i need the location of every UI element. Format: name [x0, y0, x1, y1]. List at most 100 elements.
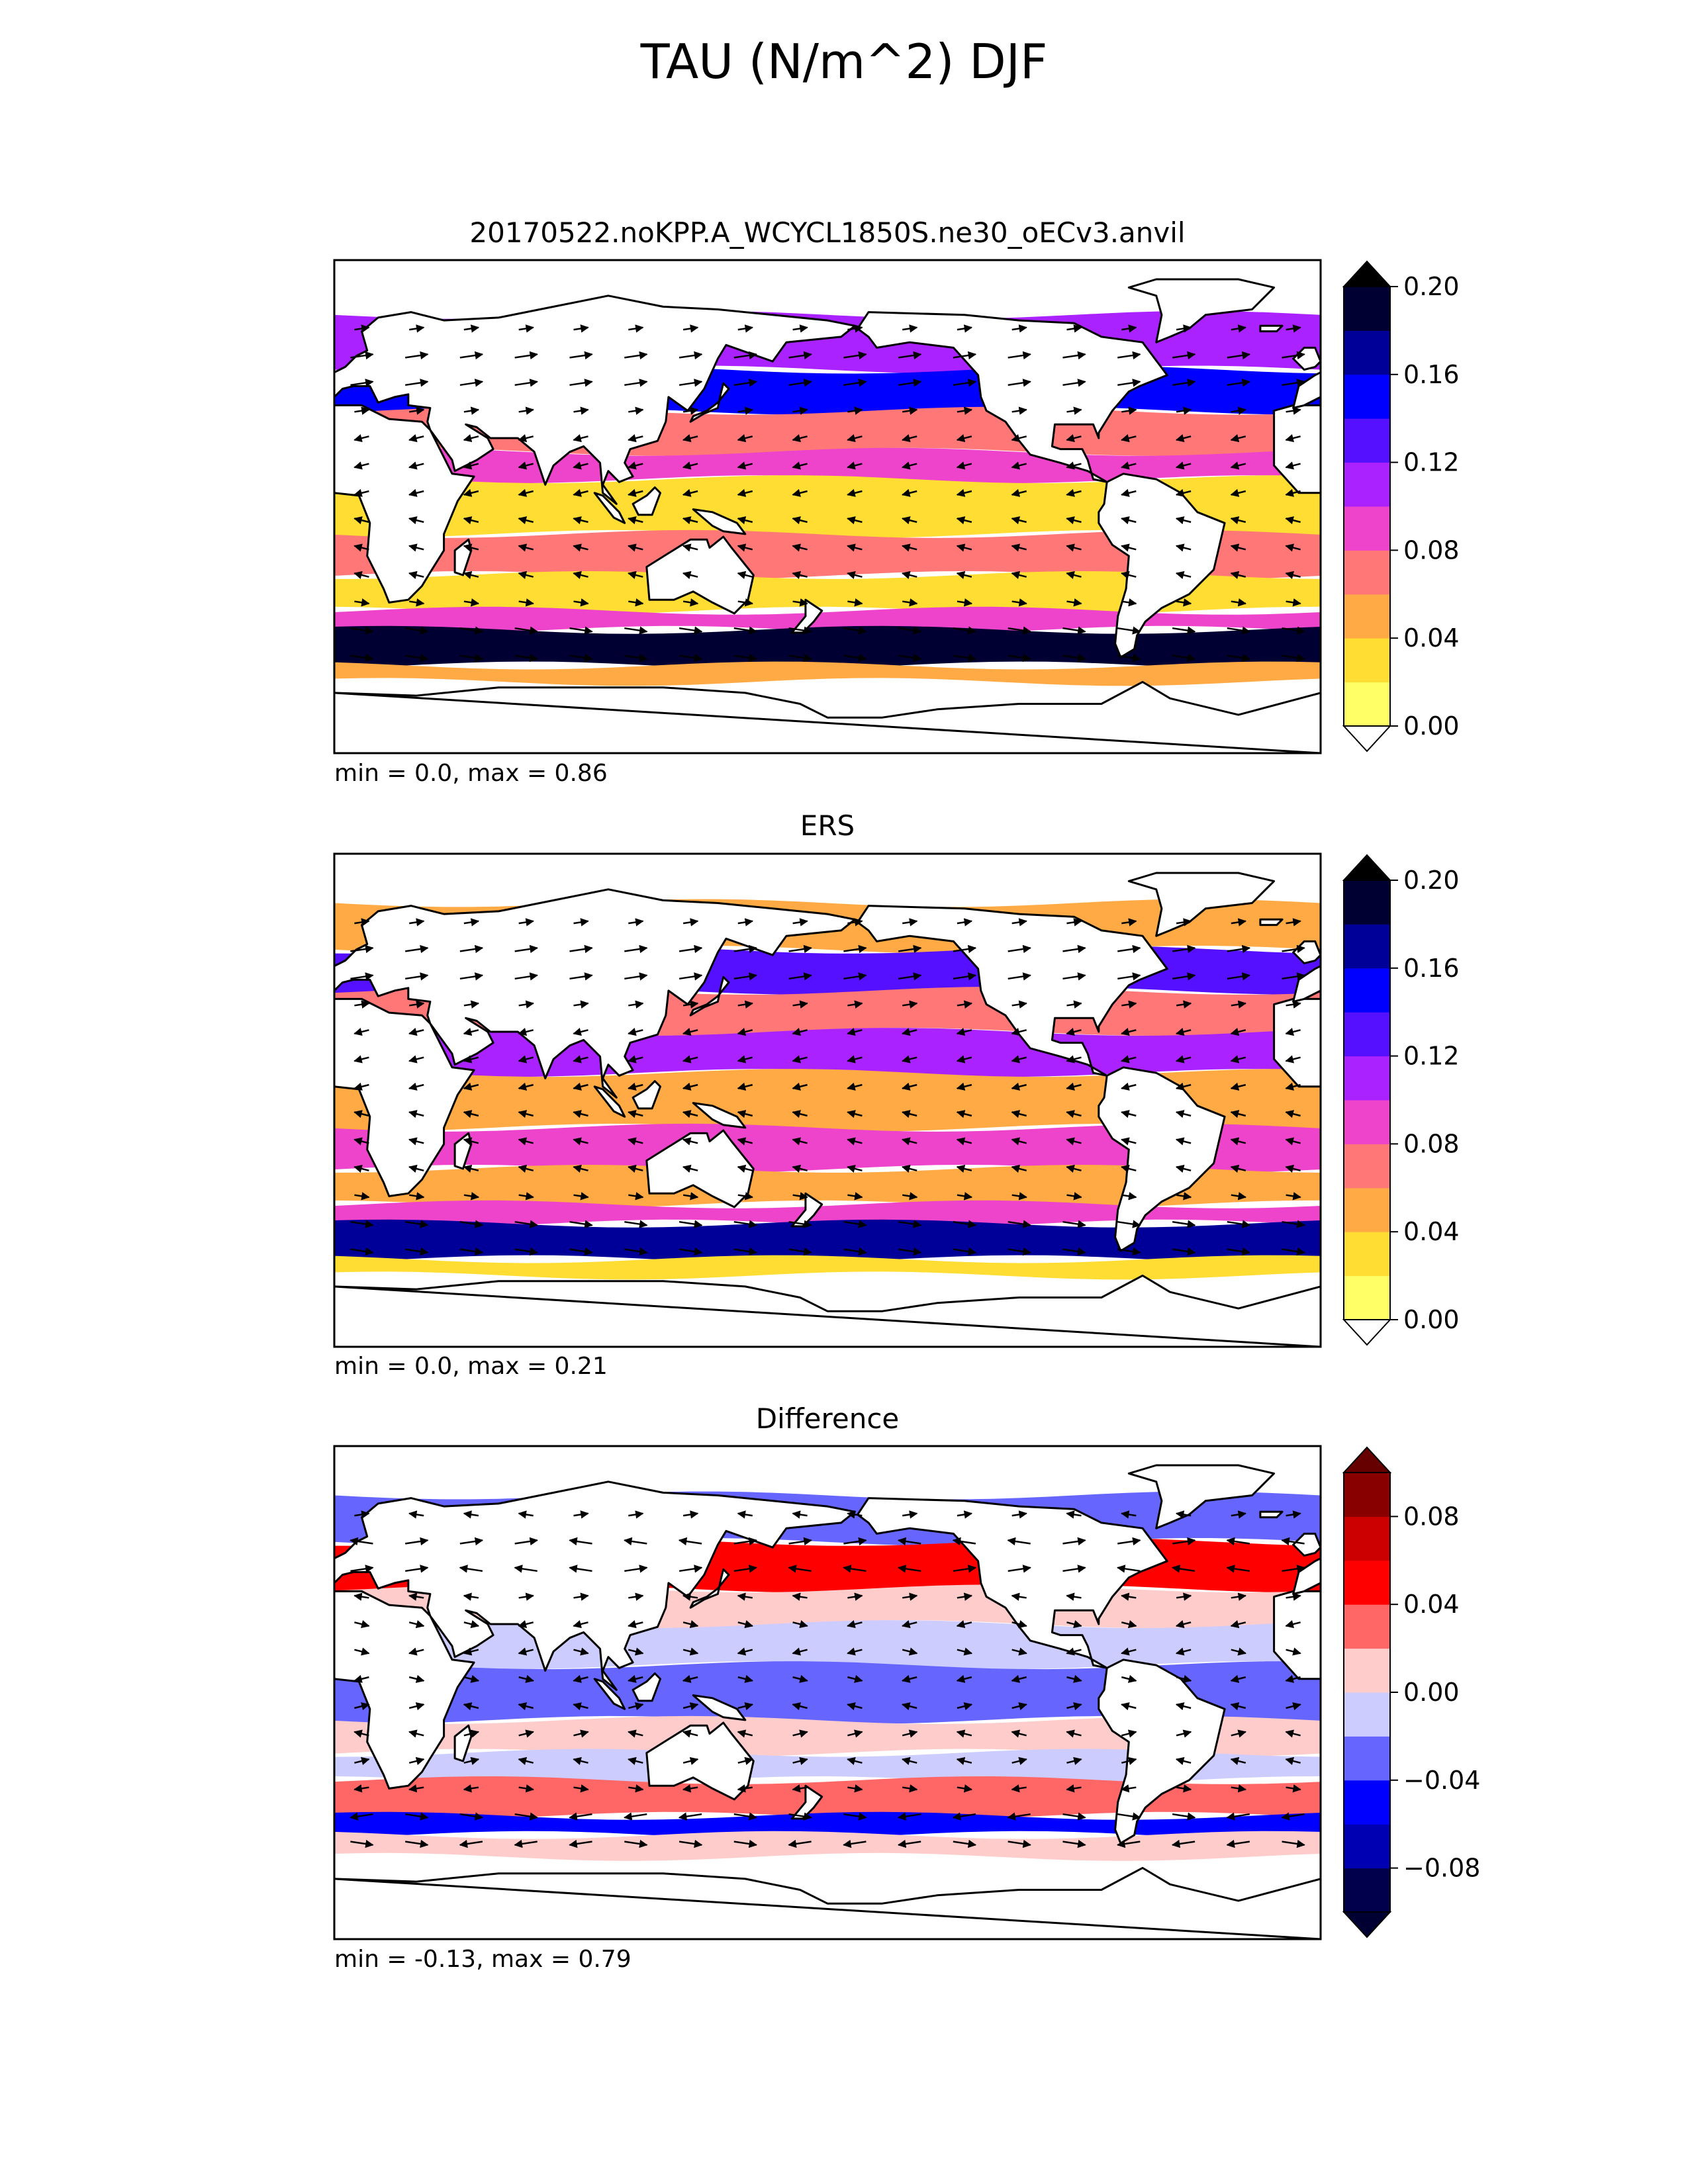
colorbar-segment: [1344, 924, 1390, 969]
panel-diff-vectors: [350, 1510, 1305, 1848]
colorbar-segment: [1344, 1187, 1390, 1232]
wind-vector: [1011, 1055, 1027, 1064]
wind-vector: [1008, 379, 1031, 387]
land-mass: [857, 905, 1168, 1077]
wind-vector: [569, 351, 593, 360]
wind-vector: [682, 1620, 699, 1629]
wind-vector: [408, 543, 424, 552]
wind-vector: [792, 324, 808, 333]
wind-vector: [459, 379, 484, 387]
wind-vector: [956, 1674, 972, 1683]
wind-vector: [409, 324, 425, 333]
wind-vector: [1121, 434, 1137, 443]
land-mass: [113, 474, 238, 657]
wind-vector: [569, 653, 593, 662]
colorbar-segment: [1344, 1144, 1390, 1189]
wind-vector: [679, 944, 703, 954]
wind-vector: [1230, 1164, 1246, 1173]
wind-vector: [847, 1192, 863, 1201]
panel-obs-land: [334, 872, 1688, 1347]
wind-vector: [901, 1055, 917, 1064]
wind-vector: [682, 1729, 698, 1738]
wind-vector: [409, 1000, 425, 1009]
wind-vector: [1062, 1839, 1086, 1848]
wind-vector: [956, 570, 972, 579]
wind-vector: [459, 1220, 484, 1228]
wind-vector: [1066, 1192, 1082, 1201]
colorbar-tick-label: 0.00: [1403, 1305, 1460, 1334]
wind-vector: [1117, 379, 1141, 387]
wind-vector: [624, 653, 648, 662]
panel-diff-land: [334, 1464, 1688, 1939]
wind-vector: [847, 1137, 863, 1146]
wind-vector: [847, 1028, 863, 1036]
colorbar-tick-label: 0.16: [1403, 954, 1460, 983]
wind-vector: [1121, 1000, 1137, 1009]
wind-vector: [353, 1055, 369, 1064]
wind-vector: [1066, 1702, 1082, 1711]
wind-vector: [1117, 1220, 1141, 1228]
wind-vector: [1066, 461, 1082, 470]
panel-model: 20170522.noKPP.A_WCYCL1850S.ne30_oECv3.a…: [113, 216, 1460, 787]
wind-vector: [902, 324, 918, 333]
land-mass: [1679, 1103, 1688, 1128]
colorbar-segment: [1344, 1780, 1390, 1825]
wind-vector: [408, 461, 424, 470]
wind-vector: [957, 1647, 973, 1656]
wind-vector: [518, 406, 534, 415]
wind-vector: [518, 1028, 534, 1036]
wind-vector: [1230, 434, 1246, 443]
wind-vector: [1282, 1839, 1305, 1848]
wind-vector: [353, 1137, 369, 1146]
wind-vector: [1066, 516, 1082, 525]
wind-vector: [628, 1592, 644, 1601]
wind-vector: [897, 1537, 921, 1546]
wind-vector: [682, 1756, 699, 1765]
wind-vector: [353, 1784, 369, 1793]
wind-vector: [956, 1055, 972, 1064]
wind-vector: [463, 1702, 479, 1711]
wind-vector: [792, 1164, 808, 1173]
wind-vector: [569, 1812, 592, 1821]
wind-vector: [405, 1565, 429, 1573]
wind-vector: [1171, 1565, 1196, 1573]
wind-vector: [408, 1082, 424, 1091]
wind-vector: [628, 434, 643, 443]
wind-vector: [1011, 543, 1027, 552]
wind-vector: [1176, 406, 1192, 415]
wind-vector: [405, 1247, 429, 1256]
wind-vector: [788, 379, 812, 387]
land-mass: [334, 888, 856, 1099]
wind-vector: [573, 1028, 588, 1036]
wind-vector: [514, 1247, 538, 1256]
wind-vector: [350, 379, 374, 387]
wind-vector: [628, 1647, 644, 1656]
wind-vector: [1176, 1674, 1192, 1683]
wind-vector: [354, 1756, 370, 1765]
wind-vector: [1066, 1510, 1082, 1519]
wind-vector: [628, 1055, 643, 1064]
wind-vector: [624, 351, 648, 360]
wind-vector: [573, 1674, 588, 1683]
wind-vector: [1011, 598, 1027, 607]
land-mass: [1633, 1130, 1688, 1207]
wind-vector: [514, 1565, 538, 1573]
wind-vector: [463, 1110, 479, 1118]
wind-vector: [1286, 598, 1301, 607]
wind-vector: [733, 972, 758, 981]
wind-vector: [956, 1137, 972, 1146]
wind-vector: [569, 1247, 593, 1256]
wind-vector: [1226, 1565, 1250, 1573]
wind-vector: [682, 1055, 698, 1064]
wind-vector: [901, 1164, 917, 1173]
wind-vector: [624, 1220, 648, 1228]
wind-vector: [1286, 1784, 1301, 1793]
wind-vector: [1231, 1784, 1247, 1793]
land-mass: [334, 952, 336, 957]
land-mass: [1633, 1723, 1688, 1799]
wind-vector: [354, 406, 370, 415]
land-mass: [593, 1085, 626, 1118]
wind-vector: [409, 598, 425, 607]
wind-vector: [1011, 488, 1027, 497]
wind-vector: [463, 324, 480, 333]
